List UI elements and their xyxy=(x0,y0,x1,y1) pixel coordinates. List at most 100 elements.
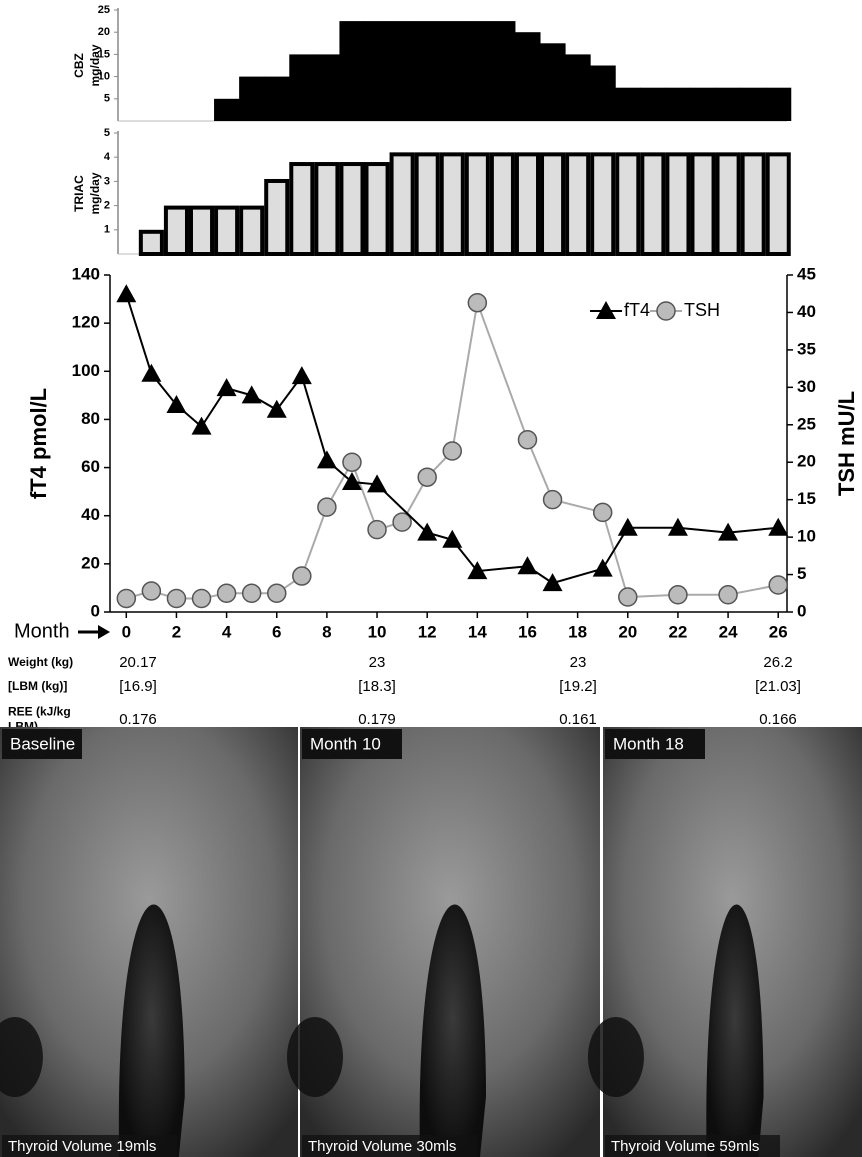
data-point xyxy=(341,472,362,491)
data-point xyxy=(216,378,237,397)
cell-value: 0.161 xyxy=(559,711,597,728)
bar xyxy=(214,98,240,121)
bar xyxy=(715,152,741,256)
x-tick-label: 18 xyxy=(568,622,587,641)
cell-value: [19.2] xyxy=(559,678,597,695)
legend-marker xyxy=(656,301,676,321)
y-tick-label: 4 xyxy=(104,151,111,163)
bar xyxy=(188,205,215,257)
y-tick-label: 0 xyxy=(91,601,100,620)
data-point xyxy=(667,517,688,536)
data-point xyxy=(618,587,638,607)
y-tick-label: 20 xyxy=(81,553,100,572)
x-tick-label: 6 xyxy=(272,622,281,641)
x-tick-label: 20 xyxy=(618,622,637,641)
data-point xyxy=(166,588,187,609)
bar xyxy=(715,87,742,121)
panel-label-box xyxy=(2,729,82,759)
ultrasound-structure xyxy=(706,904,764,1157)
bar xyxy=(264,178,290,256)
bar xyxy=(239,205,265,257)
data-point xyxy=(592,558,613,577)
y-tick-label: 25 xyxy=(98,4,110,16)
bar xyxy=(339,162,365,256)
bar xyxy=(765,87,792,121)
x-tick-label: 10 xyxy=(368,622,387,641)
bar xyxy=(665,87,691,121)
y-tick-label: 140 xyxy=(72,264,100,283)
bar xyxy=(364,21,391,122)
legend-label: fT4 xyxy=(624,300,650,320)
bar xyxy=(540,43,566,121)
bar xyxy=(439,21,466,122)
y-tick-label: 15 xyxy=(98,48,110,60)
x-tick-label: 26 xyxy=(769,622,788,641)
panel-label: Month 18 xyxy=(613,734,684,753)
y-tick-label: 60 xyxy=(81,457,100,476)
y-tick-label: 5 xyxy=(104,127,110,139)
ultrasound-shadow xyxy=(0,1017,43,1097)
data-point xyxy=(266,583,287,604)
bar xyxy=(138,229,164,257)
data-point xyxy=(367,519,387,540)
y-axis-label: mg/day xyxy=(88,44,102,86)
panel-label: Month 10 xyxy=(310,734,381,753)
bar xyxy=(439,152,465,256)
data-point xyxy=(517,556,538,575)
x-tick-label: 24 xyxy=(719,622,738,641)
bar xyxy=(590,152,616,256)
data-point xyxy=(542,573,563,592)
bar xyxy=(665,152,691,256)
data-point xyxy=(542,489,563,510)
ultrasound-structure xyxy=(118,904,185,1157)
data-point xyxy=(342,452,362,472)
bar xyxy=(590,65,616,121)
data-point xyxy=(417,467,437,487)
y2-tick-label: 40 xyxy=(797,302,816,321)
ultrasound-panel: Month 10 Thyroid Volume 30mls xyxy=(287,727,600,1157)
data-point xyxy=(316,450,337,469)
cell-value: 23 xyxy=(570,654,587,671)
y-tick-label: 120 xyxy=(72,313,100,332)
bar xyxy=(489,21,516,122)
data-point xyxy=(266,399,287,418)
bar xyxy=(414,152,440,256)
panel-label-box xyxy=(302,729,402,759)
data-point xyxy=(141,363,162,382)
x-tick-label: 22 xyxy=(668,622,687,641)
data-point xyxy=(292,566,312,586)
y2-tick-label: 5 xyxy=(797,564,806,583)
x-tick-label: 2 xyxy=(172,622,181,641)
data-point xyxy=(718,585,738,605)
y-tick-label: 100 xyxy=(72,361,100,380)
x-tick-label: 14 xyxy=(468,622,487,641)
cell-value: 26.2 xyxy=(763,654,792,671)
bar xyxy=(640,152,666,256)
cell-value: 0.166 xyxy=(759,711,797,728)
data-point xyxy=(141,581,162,601)
y-tick-label: 5 xyxy=(104,93,110,105)
bar xyxy=(414,21,441,122)
legend-label: TSH xyxy=(684,300,720,320)
cell-value: [16.9] xyxy=(119,678,157,695)
data-point xyxy=(768,517,789,536)
panel-caption: Thyroid Volume 30mls xyxy=(308,1138,456,1155)
bar xyxy=(314,162,340,256)
data-point xyxy=(116,284,137,303)
cell-value: 0.176 xyxy=(119,711,157,728)
cell-value: 20.17 xyxy=(119,654,157,671)
x-tick-label: 4 xyxy=(222,622,232,641)
bar xyxy=(514,152,541,256)
bar xyxy=(565,152,591,256)
bar xyxy=(289,162,315,256)
y2-tick-label: 15 xyxy=(797,489,816,508)
cell-value: 23 xyxy=(369,654,386,671)
data-point xyxy=(442,529,463,548)
panel-label-box xyxy=(605,729,705,759)
data-point xyxy=(592,502,613,523)
bar xyxy=(464,21,491,122)
y2-tick-label: 30 xyxy=(797,377,816,396)
data-point xyxy=(116,588,137,609)
y-axis-label: TRIAC xyxy=(72,175,86,212)
